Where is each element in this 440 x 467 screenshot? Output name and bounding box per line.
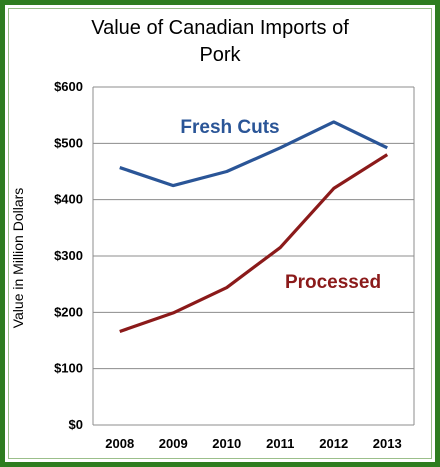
y-tick-label: $500 [54, 135, 83, 150]
x-tick-label: 2013 [373, 436, 402, 451]
x-tick-label: 2008 [105, 436, 134, 451]
series-line-fresh-cuts [119, 120, 388, 188]
series-line-processed [119, 153, 389, 333]
y-tick-label: $400 [54, 192, 83, 207]
y-tick-label: $0 [69, 417, 83, 432]
x-tick-label: 2012 [319, 436, 348, 451]
x-tick-label: 2010 [212, 436, 241, 451]
y-tick-label: $600 [54, 79, 83, 94]
x-tick-label: 2009 [159, 436, 188, 451]
y-tick-label: $200 [54, 304, 83, 319]
y-axis-label: Value in Million Dollars [10, 188, 26, 329]
chart-title-line-2: Pork [199, 44, 241, 66]
series-label-fresh-cuts: Fresh Cuts [180, 117, 279, 138]
series-label-processed: Processed [285, 272, 381, 293]
x-tick-label: 2011 [266, 436, 294, 451]
chart-inner-border [8, 8, 432, 459]
y-tick-label: $300 [54, 248, 83, 263]
y-tick-label: $100 [54, 361, 83, 376]
chart-title-line-1: Value of Canadian Imports of [91, 17, 349, 39]
